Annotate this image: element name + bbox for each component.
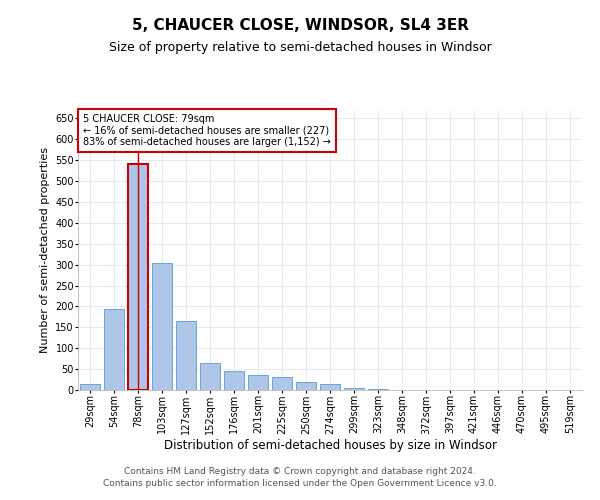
Bar xyxy=(152,262,172,390)
Bar xyxy=(272,378,292,390)
Bar xyxy=(296,382,316,390)
Text: Contains public sector information licensed under the Open Government Licence v3: Contains public sector information licen… xyxy=(103,478,497,488)
Text: 5 CHAUCER CLOSE: 79sqm
← 16% of semi-detached houses are smaller (227)
83% of se: 5 CHAUCER CLOSE: 79sqm ← 16% of semi-det… xyxy=(83,114,331,148)
Text: Size of property relative to semi-detached houses in Windsor: Size of property relative to semi-detach… xyxy=(109,41,491,54)
X-axis label: Distribution of semi-detached houses by size in Windsor: Distribution of semi-detached houses by … xyxy=(163,439,497,452)
Bar xyxy=(320,384,340,390)
Y-axis label: Number of semi-detached properties: Number of semi-detached properties xyxy=(40,147,50,353)
Bar xyxy=(176,321,196,390)
Bar xyxy=(368,389,388,390)
Bar xyxy=(344,388,364,390)
Text: 5, CHAUCER CLOSE, WINDSOR, SL4 3ER: 5, CHAUCER CLOSE, WINDSOR, SL4 3ER xyxy=(131,18,469,32)
Bar xyxy=(248,376,268,390)
Text: Contains HM Land Registry data © Crown copyright and database right 2024.: Contains HM Land Registry data © Crown c… xyxy=(124,467,476,476)
Bar xyxy=(128,164,148,390)
Bar xyxy=(80,384,100,390)
Bar xyxy=(224,371,244,390)
Bar xyxy=(104,308,124,390)
Bar xyxy=(200,363,220,390)
